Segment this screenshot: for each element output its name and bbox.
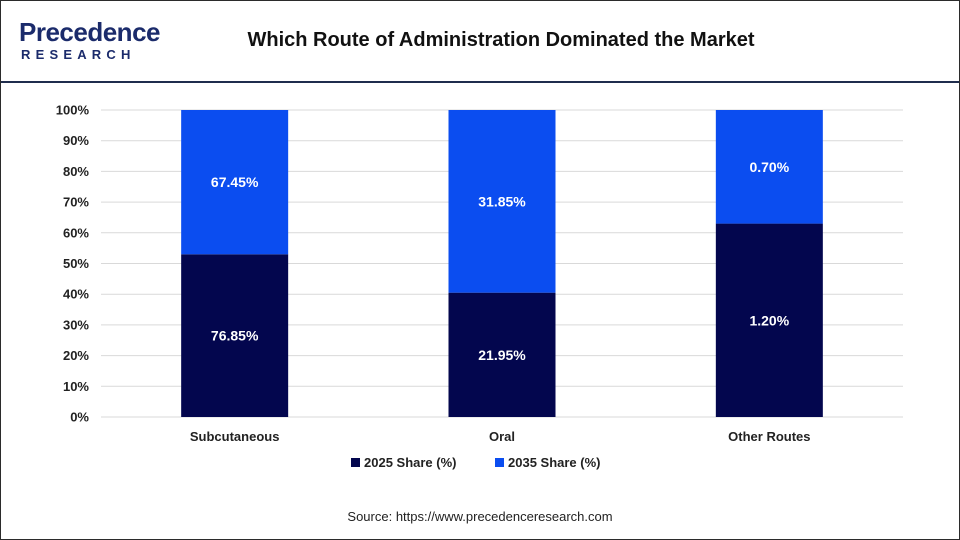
bar-segment <box>448 292 556 417</box>
data-label: 0.70% <box>749 159 789 175</box>
y-tick-label: 70% <box>63 195 89 210</box>
x-tick-label: Oral <box>489 429 515 444</box>
legend-label: 2035 Share (%) <box>508 455 601 470</box>
bar-segment <box>448 110 556 293</box>
bar-segment <box>715 110 823 224</box>
x-tick-label: Other Routes <box>728 429 810 444</box>
legend-label: 2025 Share (%) <box>364 455 457 470</box>
y-tick-label: 30% <box>63 317 89 332</box>
data-label: 76.85% <box>211 328 259 344</box>
data-label: 1.20% <box>749 312 789 328</box>
bar-segment <box>715 223 823 417</box>
y-tick-label: 20% <box>63 348 89 363</box>
y-tick-label: 0% <box>70 410 89 425</box>
y-tick-label: 50% <box>63 256 89 271</box>
y-tick-label: 90% <box>63 133 89 148</box>
y-tick-label: 10% <box>63 379 89 394</box>
bar-segment <box>181 254 289 417</box>
y-tick-label: 40% <box>63 287 89 302</box>
data-label: 31.85% <box>478 193 526 209</box>
legend-swatch <box>351 458 360 467</box>
y-tick-label: 60% <box>63 225 89 240</box>
logo-subtitle: RESEARCH <box>21 47 136 62</box>
legend-swatch <box>495 458 504 467</box>
brand-logo: Precedence RESEARCH <box>19 17 169 67</box>
bar-segment <box>181 110 289 255</box>
y-tick-label: 80% <box>63 164 89 179</box>
source-note: Source: https://www.precedenceresearch.c… <box>347 509 613 524</box>
data-label: 67.45% <box>211 174 259 190</box>
chart-title: Which Route of Administration Dominated … <box>247 29 755 51</box>
y-tick-label: 100% <box>56 103 90 118</box>
stacked-bar-chart: 0% 10% 20% 30% 40% 50% 60% 70% 80% 90% 100% 76.85% 6… <box>56 103 903 470</box>
data-label: 21.95% <box>478 347 526 363</box>
header: Precedence RESEARCH Which Route of Admin… <box>1 1 959 83</box>
x-tick-label: Subcutaneous <box>190 429 280 444</box>
logo-wordmark: Precedence <box>19 17 160 47</box>
